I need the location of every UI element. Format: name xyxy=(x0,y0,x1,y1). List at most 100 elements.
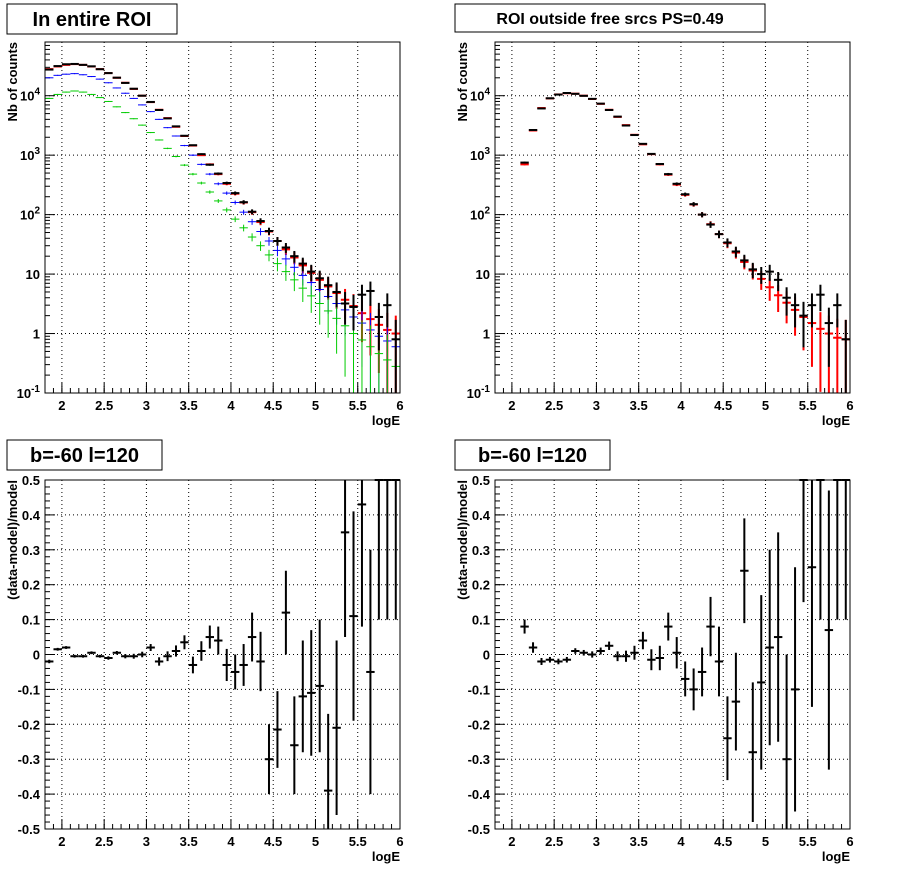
x-tick-label: 3.5 xyxy=(630,398,648,413)
x-tick-label: 3.5 xyxy=(180,398,198,413)
x-tick-label: 6 xyxy=(396,834,403,849)
chart-title: b=-60 l=120 xyxy=(478,445,587,467)
y-axis-title: (data-model)/model xyxy=(5,480,20,600)
x-tick-label: 5.5 xyxy=(349,834,367,849)
y-tick-label: -0.1 xyxy=(468,682,490,697)
x-axis-title: logE xyxy=(372,849,400,864)
y-tick-label: -0.2 xyxy=(18,717,40,732)
plot-frame xyxy=(494,479,851,830)
x-tick-label: 6 xyxy=(846,834,853,849)
y-tick-label: 0.4 xyxy=(472,508,491,523)
series-blue xyxy=(45,73,400,393)
plot-frame xyxy=(44,479,401,830)
y-tick-label: -0.2 xyxy=(468,717,490,732)
y-tick-label: 0.4 xyxy=(22,508,41,523)
y-tick-label: 0.3 xyxy=(472,543,490,558)
x-tick-label: 2.5 xyxy=(545,834,563,849)
x-tick-label: 4 xyxy=(677,398,685,413)
y-tick-label: -0.5 xyxy=(468,822,490,837)
x-tick-label: 3.5 xyxy=(630,834,648,849)
chart-title: In entire ROI xyxy=(33,9,152,31)
x-tick-label: 2.5 xyxy=(95,398,113,413)
y-tick-label: 0.5 xyxy=(22,473,40,488)
x-tick-label: 5.5 xyxy=(799,398,817,413)
y-tick-label: 102 xyxy=(470,206,490,223)
y-axis-title: Nb of counts xyxy=(455,42,470,121)
y-tick-label: -0.4 xyxy=(18,787,41,802)
series-green xyxy=(45,90,400,393)
plot-frame xyxy=(44,41,401,394)
y-tick-label: -0.3 xyxy=(468,752,490,767)
y-tick-label: 0.2 xyxy=(472,578,490,593)
y-tick-label: -0.1 xyxy=(18,682,40,697)
y-tick-label: 0.1 xyxy=(22,613,40,628)
x-tick-label: 2 xyxy=(58,834,65,849)
x-tick-label: 4.5 xyxy=(264,398,282,413)
chart-title: ROI outside free srcs PS=0.49 xyxy=(496,11,723,28)
chart-panel-1: 2 2.5 3 3.5 4 4.5 5 5.5 6 10-1 1 10 102 103 104 logE Nb … xyxy=(5,3,404,428)
y-tick-label: 0 xyxy=(483,648,490,663)
y-tick-label: 103 xyxy=(470,146,490,163)
x-tick-label: 3 xyxy=(143,834,150,849)
series-black xyxy=(520,92,850,393)
plot-frame xyxy=(494,41,851,394)
y-tick-label: 10 xyxy=(476,267,490,282)
x-tick-label: 4.5 xyxy=(714,398,732,413)
y-tick-label: 102 xyxy=(20,206,40,223)
chart-panel-2: 2 2.5 3 3.5 4 4.5 5 5.5 6 10-1 1 10 102 103 104 logE Nb … xyxy=(454,3,854,428)
y-tick-label: 104 xyxy=(470,87,490,104)
y-tick-label: 103 xyxy=(20,146,40,163)
chart-panel-4: 2 2.5 3 3.5 4 4.5 5 5.5 6 -0.5 -0.4 -0.3 -0.2 -0.1 0 0.… xyxy=(454,439,854,864)
x-axis-title: logE xyxy=(822,413,850,428)
y-tick-label: 0.1 xyxy=(472,613,490,628)
chart-title: b=-60 l=120 xyxy=(30,445,139,467)
y-tick-label: 0 xyxy=(33,648,40,663)
y-tick-label: 10 xyxy=(26,267,40,282)
x-tick-label: 3 xyxy=(593,398,600,413)
x-tick-label: 3 xyxy=(143,398,150,413)
x-tick-label: 3 xyxy=(593,834,600,849)
x-tick-label: 4.5 xyxy=(714,834,732,849)
y-tick-label: -0.5 xyxy=(18,822,40,837)
x-tick-label: 2 xyxy=(58,398,65,413)
chart-title-box xyxy=(6,439,163,471)
x-tick-label: 2.5 xyxy=(545,398,563,413)
series-red xyxy=(45,63,400,393)
chart-title-box xyxy=(454,439,611,471)
x-tick-label: 5 xyxy=(312,398,319,413)
x-tick-label: 2 xyxy=(508,398,515,413)
x-tick-label: 2 xyxy=(508,834,515,849)
x-axis-title: logE xyxy=(372,413,400,428)
y-tick-label: 10-1 xyxy=(17,384,41,401)
y-tick-label: 0.2 xyxy=(22,578,40,593)
chart-title-box xyxy=(6,3,178,35)
x-tick-label: 5.5 xyxy=(349,398,367,413)
y-tick-label: -0.3 xyxy=(18,752,40,767)
series-black xyxy=(520,479,850,829)
y-axis-title: (data-model)/model xyxy=(455,480,470,600)
chart-title-box xyxy=(454,3,766,33)
y-tick-label: 104 xyxy=(20,87,40,104)
x-tick-label: 4 xyxy=(677,834,685,849)
series-black xyxy=(45,62,400,393)
x-axis-title: logE xyxy=(822,849,850,864)
x-tick-label: 3.5 xyxy=(180,834,198,849)
x-tick-label: 5 xyxy=(762,398,769,413)
chart-panel-3: 2 2.5 3 3.5 4 4.5 5 5.5 6 -0.5 -0.4 -0.3 -0.2 -0.1 0 0.… xyxy=(5,439,404,864)
x-tick-label: 4 xyxy=(227,834,235,849)
x-tick-label: 5 xyxy=(312,834,319,849)
x-tick-label: 2.5 xyxy=(95,834,113,849)
y-tick-label: 10-1 xyxy=(467,384,491,401)
y-axis-title: Nb of counts xyxy=(5,42,20,121)
x-tick-label: 4 xyxy=(227,398,235,413)
x-tick-label: 5 xyxy=(762,834,769,849)
y-tick-label: 0.5 xyxy=(472,473,490,488)
series-red xyxy=(520,92,850,393)
x-tick-label: 6 xyxy=(396,398,403,413)
y-tick-label: 0.3 xyxy=(22,543,40,558)
y-tick-label: -0.4 xyxy=(468,787,491,802)
y-tick-label: 1 xyxy=(483,327,490,342)
x-tick-label: 4.5 xyxy=(264,834,282,849)
x-tick-label: 6 xyxy=(846,398,853,413)
